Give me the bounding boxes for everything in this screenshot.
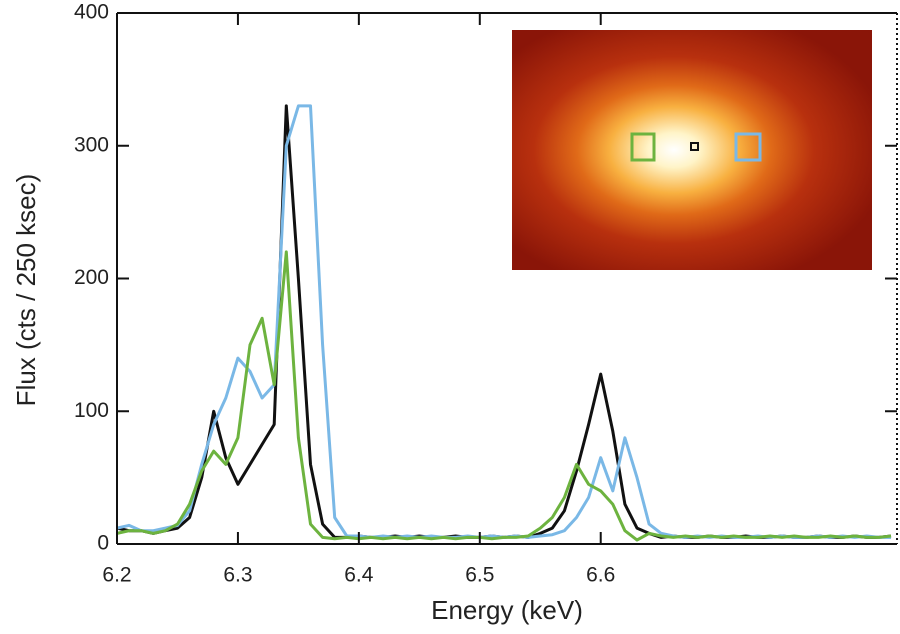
page: {"chart_data": {"type": "line", "x_label… [0, 0, 900, 634]
chart: Energy (keV) Flux (cts / 250 ksec) 0 100 2… [0, 0, 900, 634]
y-tick-label: 100 [74, 399, 109, 422]
x-tick-label: 6.2 [102, 564, 131, 587]
x-axis-title: Energy (keV) [431, 595, 583, 625]
x-tick-label: 6.3 [223, 564, 252, 587]
y-axis-title: Flux (cts / 250 ksec) [11, 174, 41, 407]
spectrum-line [117, 252, 891, 540]
y-tick-label: 0 [97, 532, 109, 555]
x-tick-label: 6.6 [586, 564, 615, 587]
y-tick-label: 300 [74, 133, 109, 156]
x-tick-label: 6.5 [465, 564, 494, 587]
x-tick-label: 6.4 [344, 564, 374, 587]
inset-image [512, 30, 872, 270]
y-tick-label: 200 [74, 266, 109, 289]
y-tick-label: 400 [74, 1, 109, 24]
